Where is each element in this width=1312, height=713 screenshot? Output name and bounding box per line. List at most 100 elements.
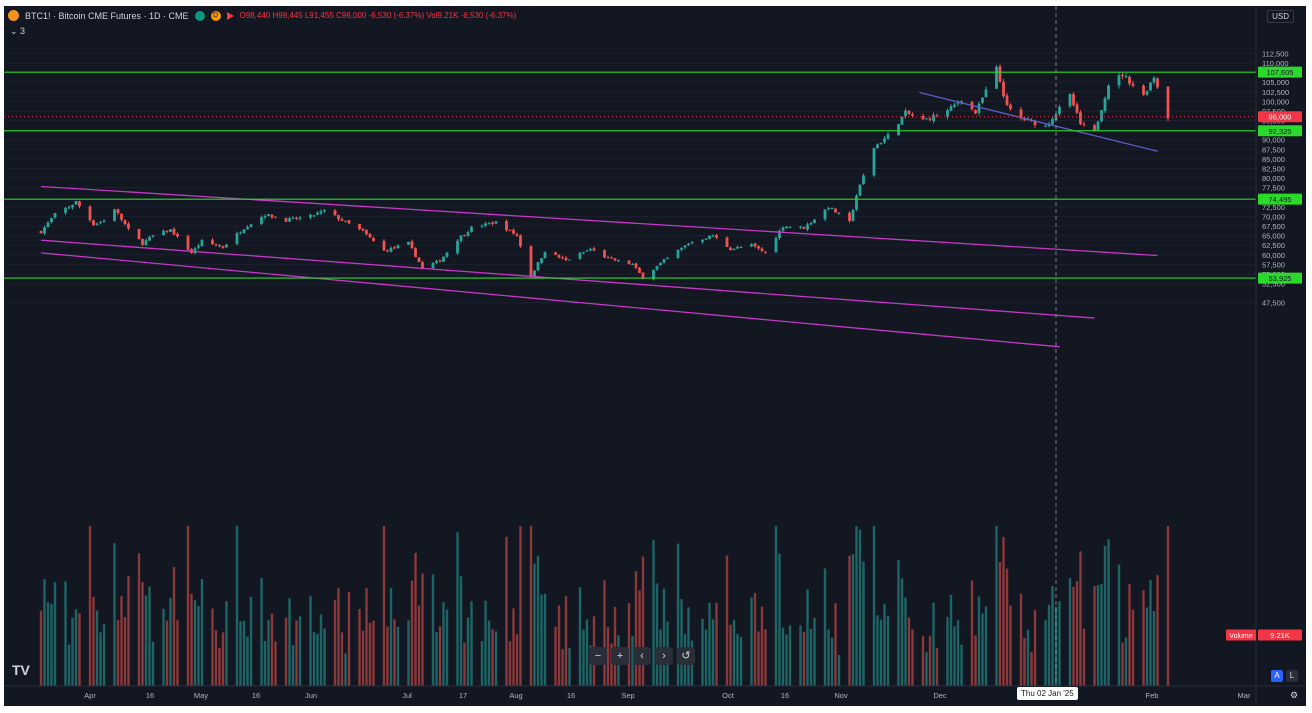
candle [1068, 93, 1072, 107]
volume-bar [883, 603, 886, 686]
volume-bar [414, 552, 417, 686]
volume-bar [421, 573, 424, 686]
reset-chart-button[interactable]: ↺ [677, 647, 695, 665]
scroll-right-button[interactable]: › [655, 647, 673, 665]
candle [564, 257, 568, 261]
candle [862, 175, 865, 185]
volume-bar [144, 595, 148, 686]
candle [487, 223, 491, 225]
volume-bar [1072, 586, 1075, 686]
volume-bar [788, 625, 792, 686]
candle [729, 247, 732, 251]
y-tick-label: 60,000 [1262, 251, 1285, 260]
candle [851, 209, 855, 222]
candle [757, 246, 760, 249]
volume-bar [704, 629, 708, 686]
volume-value: Vol9.21K -6,530 (-6.37%) [426, 11, 517, 20]
volume-bar [270, 613, 274, 686]
x-tick-label: May [194, 691, 208, 700]
volume-bar [904, 597, 907, 686]
volume-bar [946, 616, 949, 686]
candle [823, 209, 827, 220]
volume-bar [739, 636, 743, 686]
volume-bar [949, 594, 953, 686]
volume-bar [1002, 537, 1005, 686]
candle [169, 229, 172, 232]
volume-bar [676, 543, 680, 686]
volume-bar [176, 620, 179, 686]
x-tick-label: 17 [459, 691, 467, 700]
candle [162, 230, 165, 236]
candle [172, 228, 176, 235]
candle [582, 252, 585, 254]
volume-bar [981, 613, 984, 686]
volume-value-label: 9.21K [1270, 631, 1290, 640]
candle [802, 227, 806, 230]
volume-bar [1149, 580, 1152, 686]
candle [211, 239, 214, 245]
volume-bar [123, 617, 127, 686]
settings-gear-icon[interactable]: ⚙ [1290, 690, 1299, 700]
candle [1128, 76, 1131, 84]
indicators-collapse-button[interactable]: ⌄ 3 [10, 26, 26, 36]
candle [911, 114, 914, 116]
candle [221, 246, 225, 248]
candle [1019, 109, 1023, 119]
candle [687, 243, 690, 246]
volume-bar [309, 596, 312, 686]
zoom-out-button[interactable]: − [589, 647, 607, 665]
volume-bar [312, 631, 316, 686]
candle [1079, 112, 1082, 125]
volume-bar [911, 629, 914, 686]
volume-bar [190, 593, 193, 686]
flag-icon[interactable] [226, 11, 234, 20]
candle [1096, 121, 1100, 130]
candle [690, 242, 694, 244]
crosshair-date-label: Thu 02 Jan '25 [1017, 687, 1078, 700]
volume-bar [393, 619, 396, 686]
candle [921, 116, 925, 120]
volume-bar [921, 636, 925, 686]
candle [99, 222, 102, 224]
scroll-left-button[interactable]: ‹ [633, 647, 651, 665]
volume-bar [834, 603, 837, 686]
auto-scale-button[interactable]: A [1271, 670, 1283, 682]
volume-bar [1023, 637, 1026, 686]
currency-button[interactable]: USD [1267, 10, 1294, 23]
candle [267, 214, 270, 216]
candle [393, 247, 396, 249]
volume-bar [344, 653, 347, 686]
volume-bar [95, 610, 99, 686]
log-scale-button[interactable]: L [1286, 670, 1298, 682]
candle [928, 118, 932, 120]
volume-bar [984, 606, 988, 686]
symbol-title[interactable]: BTC1! · Bitcoin CME Futures · 1D · CME [25, 10, 189, 21]
y-tick-label: 67,500 [1262, 222, 1285, 231]
candle [445, 252, 449, 257]
volume-bar [956, 620, 960, 686]
volume-bar [757, 631, 760, 686]
candle [981, 97, 984, 103]
candle [907, 110, 911, 115]
candle [116, 208, 120, 214]
candle [1002, 81, 1005, 97]
volume-bar [872, 526, 876, 686]
candle [319, 211, 323, 214]
zoom-in-button[interactable]: + [611, 647, 629, 665]
y-tick-label: 90,000 [1262, 136, 1285, 145]
volume-bar [687, 607, 690, 686]
candle [1044, 125, 1047, 127]
candle [71, 205, 74, 208]
candle [470, 226, 473, 232]
price-chart[interactable]: 112,500110,000105,000102,500100,00097,50… [4, 6, 1306, 706]
candle [827, 208, 830, 210]
candle [879, 142, 883, 145]
candle [316, 212, 319, 215]
candle [1131, 83, 1135, 86]
volume-bar [88, 526, 92, 686]
volume-bar [186, 526, 190, 686]
volume-bar [1142, 590, 1145, 686]
candle [1156, 78, 1159, 88]
candle [512, 229, 515, 234]
x-tick-label: 16 [781, 691, 789, 700]
